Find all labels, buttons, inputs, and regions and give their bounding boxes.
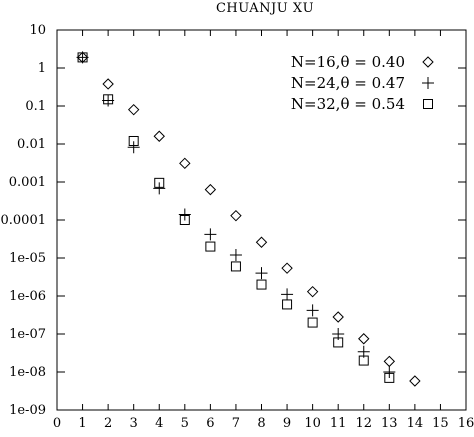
data-point-diamond — [332, 311, 344, 323]
data-point-diamond — [179, 157, 191, 170]
x-tick-label: 5 — [181, 416, 189, 431]
x-tick-label: 16 — [458, 416, 474, 431]
data-point-diamond — [306, 285, 319, 298]
data-point-diamond — [358, 333, 370, 345]
data-point-diamond — [153, 130, 165, 142]
data-point-plus — [229, 248, 242, 261]
legend-label: N=16,θ = 0.40 — [291, 53, 405, 71]
chart-title: CHUANJU XU — [216, 1, 314, 16]
data-point-square — [282, 299, 293, 310]
data-point-diamond — [281, 262, 293, 274]
data-point-square — [358, 355, 369, 366]
data-point-square — [384, 372, 395, 383]
data-point-plus — [127, 141, 140, 154]
data-point-square — [230, 261, 241, 272]
data-point-diamond — [102, 78, 114, 90]
x-tick-label: 6 — [206, 416, 214, 431]
x-tick-label: 14 — [407, 416, 424, 431]
data-point-square — [128, 135, 139, 146]
data-point-square — [179, 215, 190, 225]
data-point-square — [333, 337, 344, 348]
x-tick-label: 8 — [257, 416, 265, 431]
plot-marks — [76, 51, 421, 387]
y-tick-label: 1e-07 — [9, 327, 46, 342]
data-point-plus — [306, 304, 319, 317]
x-tick-label: 3 — [130, 416, 138, 431]
legend-marker-square — [423, 99, 433, 109]
y-tick-label: 10 — [29, 23, 46, 38]
data-point-diamond — [383, 355, 396, 368]
y-tick-label: 0.0001 — [1, 213, 47, 228]
x-tick-label: 2 — [104, 416, 112, 431]
y-tick-label: 0.001 — [9, 175, 46, 190]
data-point-diamond — [127, 103, 140, 116]
data-point-plus — [204, 228, 217, 241]
data-point-plus — [153, 182, 166, 195]
x-tick-label: 4 — [155, 416, 163, 431]
data-point-plus — [383, 366, 396, 378]
legend: N=16,θ = 0.40 N=24,θ = 0.47 N=32,θ = 0.54 — [291, 53, 434, 113]
y-tick-label: 1 — [38, 61, 46, 76]
data-point-square — [154, 177, 165, 188]
data-point-diamond — [255, 236, 268, 248]
data-point-square — [77, 52, 88, 63]
x-tick-label: 9 — [283, 416, 291, 431]
data-point-diamond — [204, 183, 217, 196]
legend-label: N=32,θ = 0.54 — [291, 95, 405, 113]
data-point-square — [103, 94, 114, 105]
x-tick-label: 0 — [53, 416, 61, 431]
y-tick-label: 0.1 — [25, 99, 46, 114]
legend-label: N=24,θ = 0.47 — [291, 74, 405, 92]
x-tick-label: 13 — [381, 416, 398, 431]
series-diamond — [76, 51, 421, 387]
data-point-square — [205, 241, 216, 252]
data-point-plus — [281, 288, 294, 301]
legend-marker-diamond — [422, 56, 434, 68]
y-tick-label: 0.01 — [17, 137, 46, 152]
y-tick-label: 1e-09 — [9, 403, 46, 418]
x-tick-label: 1 — [78, 416, 86, 431]
x-tick-label: 7 — [232, 416, 240, 431]
data-point-square — [256, 279, 267, 290]
data-point-diamond — [230, 209, 242, 222]
x-tick-label: 12 — [355, 416, 372, 431]
y-tick-label: 1e-05 — [9, 251, 46, 266]
data-point-plus — [255, 267, 268, 280]
y-tick-label: 1e-06 — [9, 289, 46, 304]
x-tick-label: 11 — [330, 416, 347, 431]
legend-marker-plus — [422, 77, 434, 89]
data-point-plus — [178, 208, 191, 221]
plot-axes: 0 1 2 3 4 5 6 7 8 9 10 11 12 13 14 15 161010.10.010.0010… — [1, 23, 474, 431]
data-point-square — [307, 317, 318, 328]
series-square — [77, 52, 395, 383]
series-plus — [76, 51, 396, 378]
x-tick-label: 10 — [304, 416, 321, 431]
x-tick-label: 15 — [432, 416, 449, 431]
y-tick-label: 1e-08 — [9, 365, 46, 380]
data-point-diamond — [409, 375, 421, 387]
